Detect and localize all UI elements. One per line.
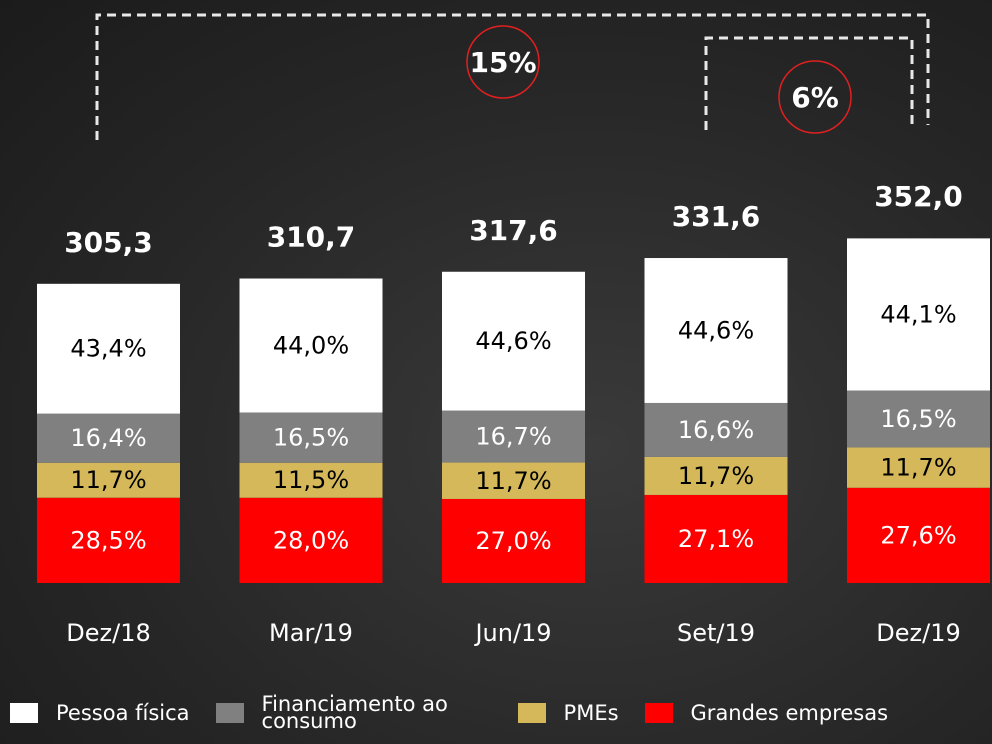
annotation: 6% [791,81,839,114]
total-label: 331,6 [672,200,761,233]
data-label: 16,7% [475,423,551,451]
legend-swatch [645,703,673,723]
legend-item: Pessoa física [10,703,190,723]
legend-swatch [10,703,38,723]
data-label: 44,6% [678,316,754,344]
total-label: 305,3 [64,226,153,259]
data-label: 27,0% [475,527,551,555]
data-label: 27,1% [678,525,754,553]
total-label: 352,0 [874,180,963,213]
x-tick-label: Dez/19 [876,619,960,647]
x-tick-label: Dez/18 [66,619,150,647]
total-label: 310,7 [267,221,356,254]
annotation: 15% [469,46,536,79]
legend-label: Grandes empresas [691,705,889,722]
legend-label: PMEs [564,705,619,722]
legend-item: PMEs [518,703,619,723]
data-label: 28,0% [273,526,349,554]
legend-label: Pessoa física [56,705,190,722]
legend-item: Grandes empresas [645,703,889,723]
legend: Pessoa física Financiamento ao consumo PME… [10,696,990,730]
data-label: 16,6% [678,416,754,444]
data-label: 11,7% [475,467,551,495]
data-label: 16,5% [273,424,349,452]
x-tick-label: Set/19 [677,619,755,647]
data-label: 16,4% [70,424,146,452]
legend-swatch [216,703,244,723]
data-label: 43,4% [70,335,146,363]
data-label: 44,6% [475,327,551,355]
data-label: 16,5% [880,405,956,433]
x-tick-label: Mar/19 [269,619,353,647]
data-label: 11,7% [70,466,146,494]
slide: 15% 6% 28,5% 11,7% 16,4% 43,4% 305,3 Dez/18 28… [0,0,992,744]
legend-label: Financiamento ao consumo [262,696,492,730]
data-label: 44,0% [273,332,349,360]
data-label: 11,7% [880,454,956,482]
legend-item: Financiamento ao consumo [216,696,492,730]
data-label: 28,5% [70,526,146,554]
legend-swatch [518,703,546,723]
chart: 15% 6% 28,5% 11,7% 16,4% 43,4% 305,3 Dez/18 28… [0,0,992,690]
data-label: 44,1% [880,300,956,328]
data-label: 11,5% [273,466,349,494]
x-tick-label: Jun/19 [473,619,551,647]
total-label: 317,6 [469,214,558,247]
data-label: 27,6% [880,521,956,549]
data-label: 11,7% [678,462,754,490]
